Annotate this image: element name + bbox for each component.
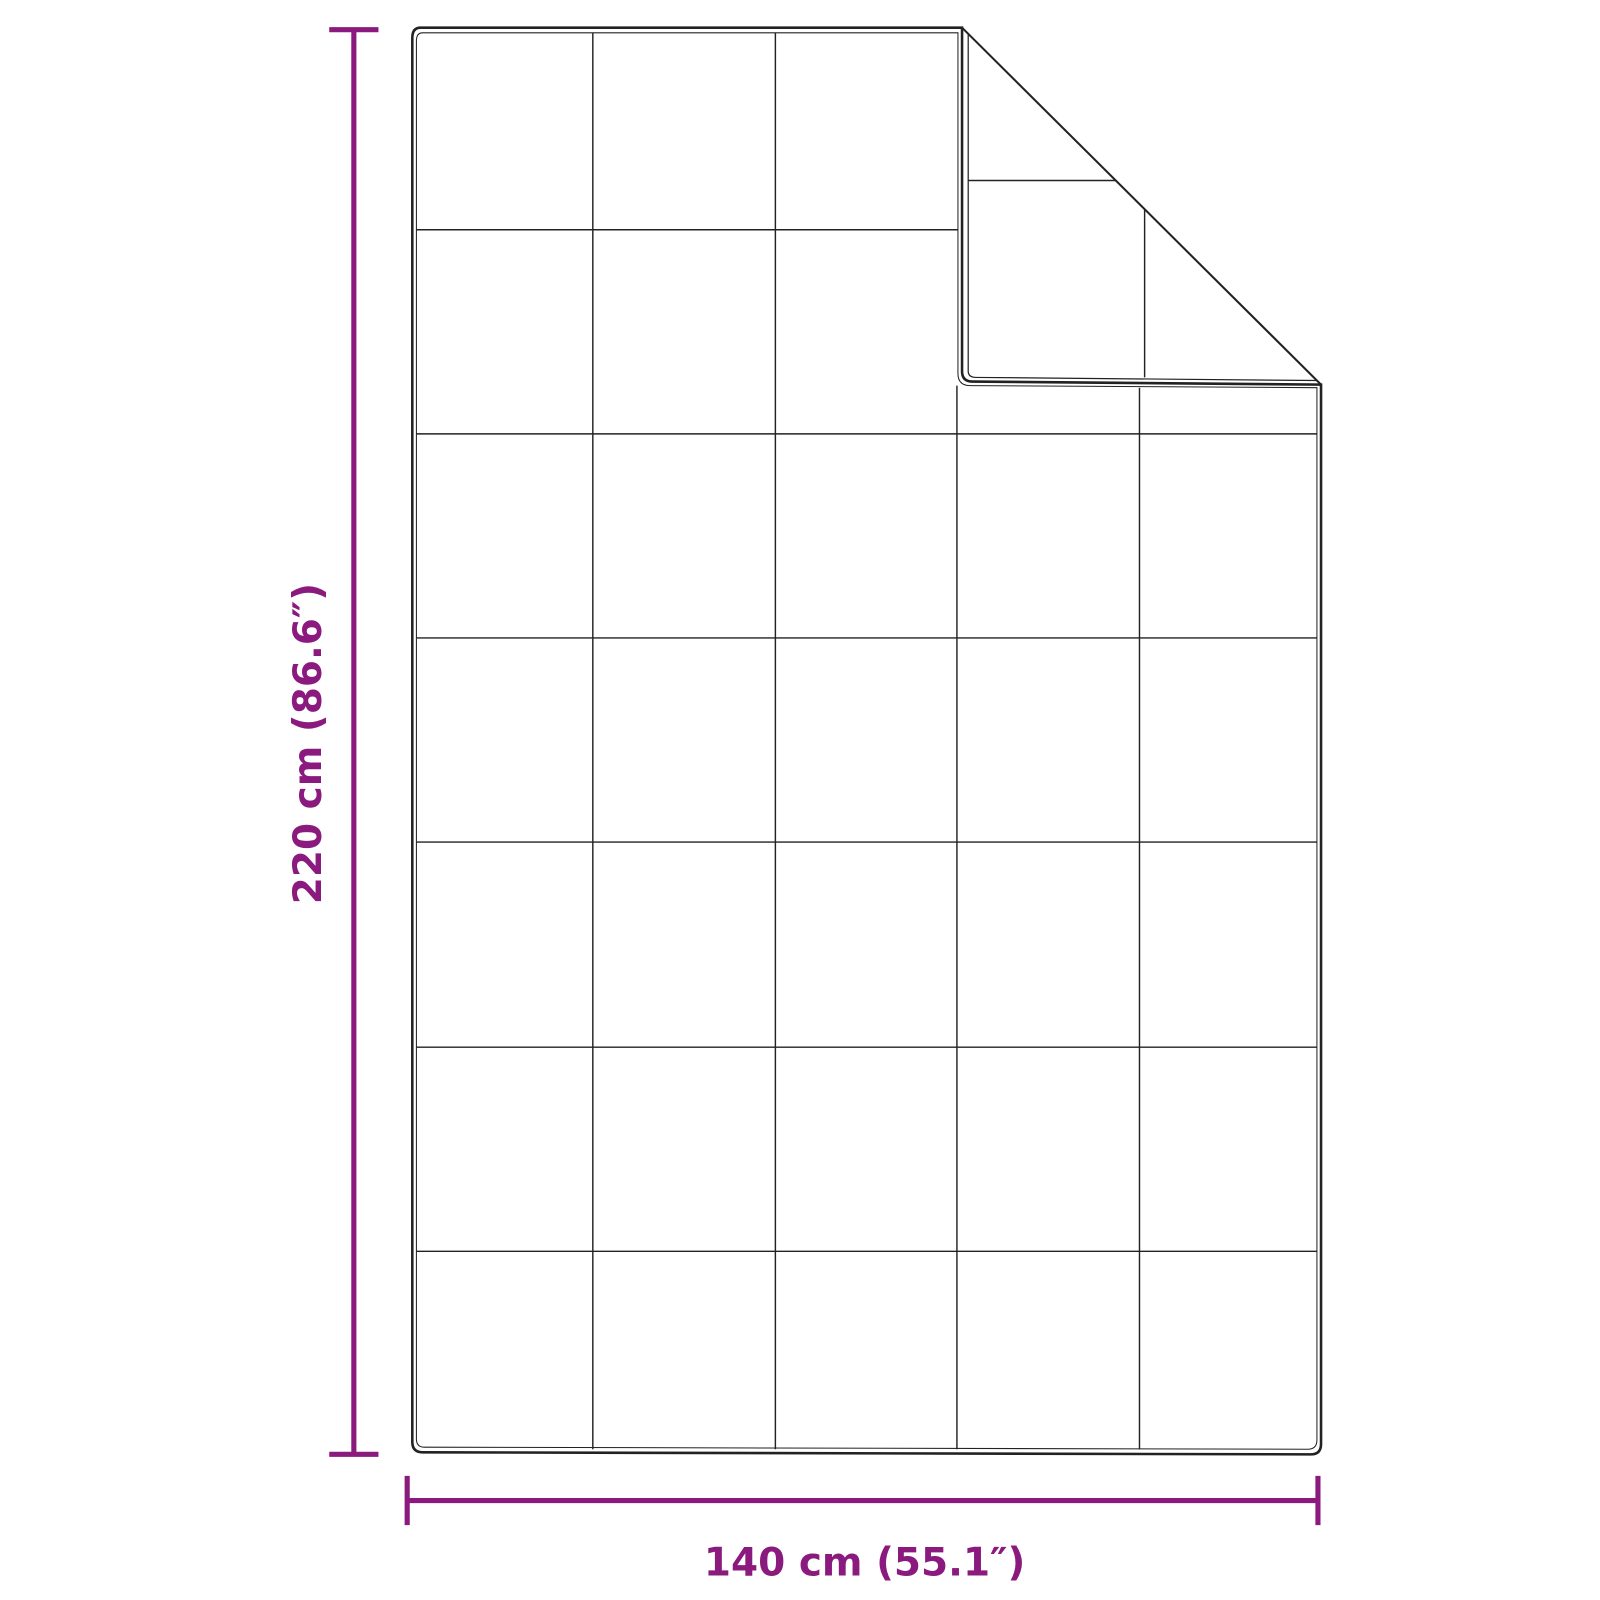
folded-corner-edge: [961, 26, 1322, 386]
width-label: 140 cm (55.1″): [704, 1540, 1025, 1585]
width-dimension: [404, 1475, 1321, 1526]
blanket-outline-inner: [415, 32, 1318, 1450]
blanket-illustration: [411, 26, 1323, 1456]
blanket-outline: [411, 26, 1323, 1456]
quilt-stitch-lines: [416, 32, 1317, 1450]
height-dimension: [329, 27, 379, 1457]
folded-corner-inner-edge: [967, 32, 1317, 382]
height-label: 220 cm (86.6″): [286, 583, 331, 904]
